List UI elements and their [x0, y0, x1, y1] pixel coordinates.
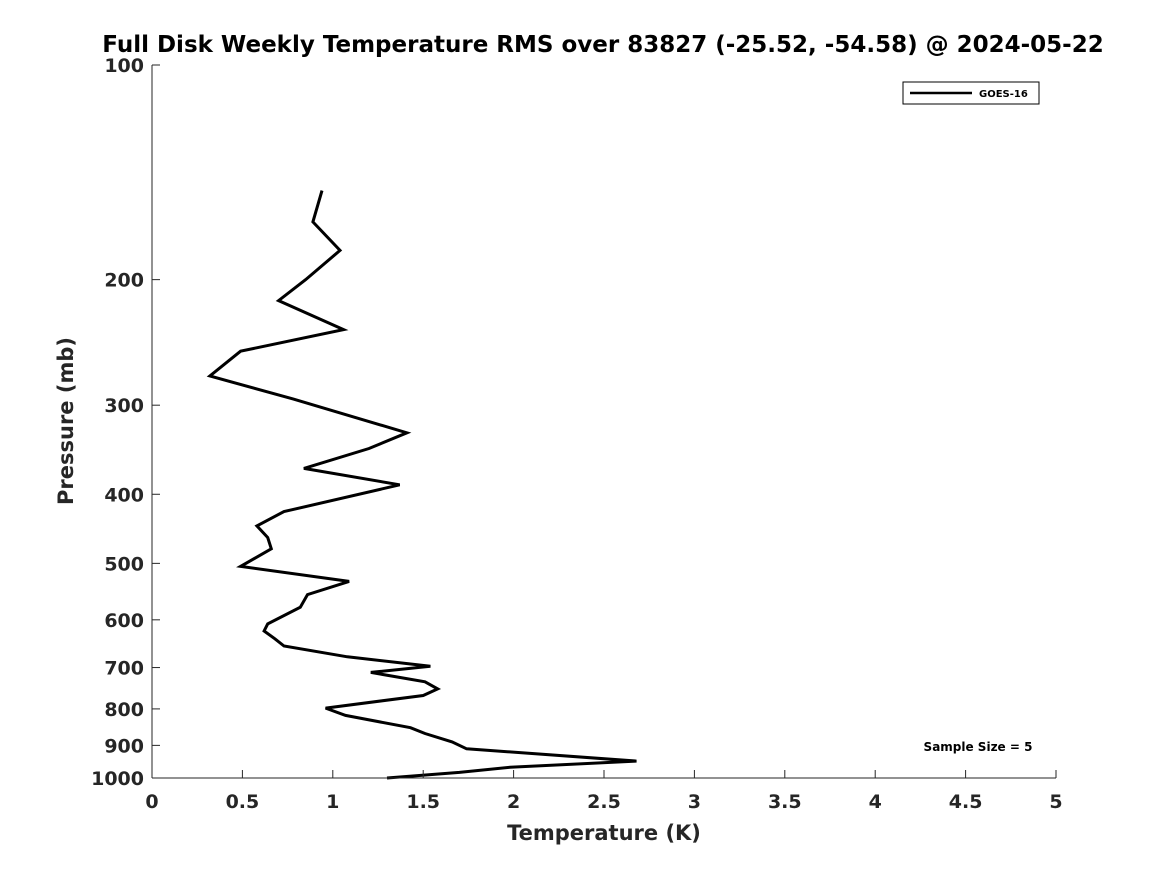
x-tick-label: 2.5: [587, 791, 621, 813]
legend-label-goes-16: GOES-16: [979, 89, 1028, 100]
y-tick-label: 100: [104, 55, 144, 77]
x-tick-label: 4.5: [949, 791, 983, 813]
x-tick-label: 4: [869, 791, 882, 813]
y-axis-label: Pressure (mb): [54, 337, 78, 505]
y-tick-label: 200: [104, 270, 144, 292]
chart-title: Full Disk Weekly Temperature RMS over 83…: [102, 32, 1104, 58]
y-tick-label: 500: [104, 553, 144, 575]
y-tick-label: 700: [104, 658, 144, 680]
y-tick-label: 800: [104, 699, 144, 721]
y-tick-label: 900: [104, 735, 144, 757]
y-tick-label: 1000: [91, 768, 144, 790]
x-tick-label: 2: [507, 791, 520, 813]
x-tick-label: 1: [326, 791, 339, 813]
x-axis-label: Temperature (K): [507, 821, 701, 845]
x-tick-label: 1.5: [406, 791, 440, 813]
y-tick-label: 400: [104, 484, 144, 506]
series-layer: [206, 190, 637, 780]
y-tick-label: 300: [104, 395, 144, 417]
sample-size-annotation: Sample Size = 5: [924, 740, 1033, 754]
x-tick-label: 5: [1049, 791, 1062, 813]
legend: GOES-16: [902, 81, 1040, 105]
x-tick-label: 0: [145, 791, 158, 813]
x-axis-ticks: 0 0.5 1 1.5 2 2.5 3 3.5 4 4.5 5: [145, 770, 1063, 813]
x-tick-label: 0.5: [226, 791, 260, 813]
y-axis-ticks: 100 200 300 400 500 600 700 800 900 1000: [91, 55, 160, 790]
y-tick-label: 600: [104, 610, 144, 632]
x-tick-label: 3.5: [768, 791, 802, 813]
x-tick-label: 3: [688, 791, 701, 813]
plot-area: [152, 65, 1056, 778]
